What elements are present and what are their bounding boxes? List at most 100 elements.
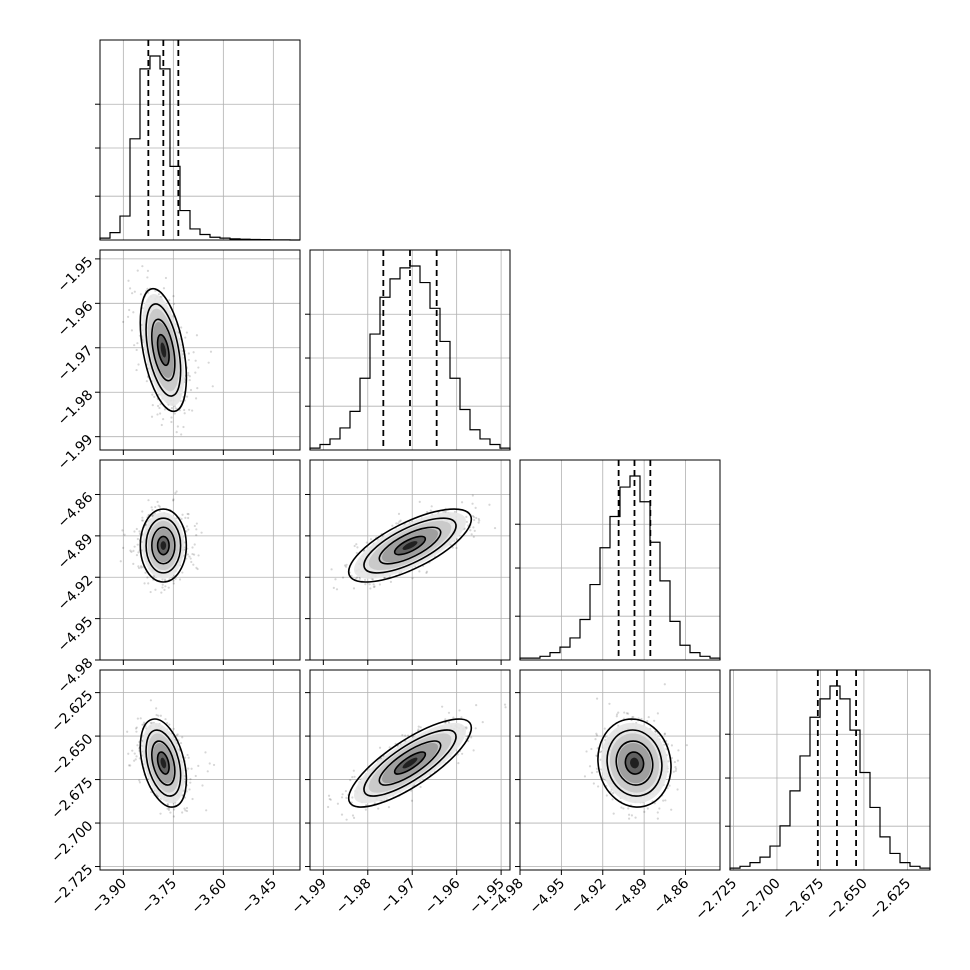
scatter-point [128,308,131,312]
scatter-point [182,425,185,429]
scatter-point [185,806,189,810]
scatter-point [181,513,184,516]
panel-content [520,670,720,870]
scatter-point [200,531,203,534]
scatter-point [206,770,209,773]
scatter-point [488,503,491,506]
scatter-point [158,509,161,513]
scatter-point [504,706,507,709]
scatter-point [172,579,175,582]
scatter-point [343,564,347,567]
scatter-point [351,814,355,817]
scatter-point [195,528,198,531]
scatter-panel-2-3 [515,669,721,875]
panel-frame [309,669,511,871]
scatter-point [181,811,184,814]
scatter-point [163,578,167,581]
scatter-point [195,334,199,337]
scatter-point [130,329,134,332]
scatter-point [122,546,125,549]
scatter-point [447,711,451,714]
scatter-point [377,807,380,810]
scatter-point [153,395,156,398]
scatter-point [155,707,158,710]
scatter-point [129,764,132,767]
scatter-point [387,806,391,809]
scatter-point [190,560,193,564]
scatter-point [191,546,194,549]
scatter-point [455,538,459,541]
panel-content [310,670,510,870]
scatter-point [441,705,444,708]
scatter-point [193,543,196,546]
scatter-point [180,326,183,329]
contour-line [378,526,442,565]
scatter-point [146,576,149,579]
scatter-point [583,775,587,778]
scatter-point [156,404,160,408]
scatter-point [170,407,174,410]
scatter-point [189,557,192,560]
scatter-point [186,512,189,516]
contour-line [145,517,182,574]
scatter-point [128,287,132,290]
scatter-point [328,797,331,801]
scatter-point [139,565,143,568]
scatter-point [474,727,477,730]
histogram-step [519,475,721,660]
panel-frame [99,39,301,241]
scatter-point [131,292,134,295]
scatter-point [356,546,359,549]
panel-content [100,460,300,660]
histogram-step [729,685,931,870]
density-fill [402,757,418,769]
scatter-point [123,533,126,536]
scatter-point [647,715,650,719]
scatter-point [430,505,433,508]
scatter-point [187,371,190,375]
scatter-point [176,733,179,736]
scatter-point [201,784,204,787]
scatter-point [603,727,606,730]
scatter-point [141,519,145,522]
scatter-point [166,802,169,806]
scatter-point [133,530,136,533]
scatter-point [166,803,170,806]
scatter-point [355,576,359,579]
scatter-point [419,785,422,789]
scatter-point [191,552,194,556]
scatter-point [133,752,136,755]
scatter-point [175,734,178,737]
scatter-point [340,796,344,799]
scatter-point [335,588,339,591]
scatter-point [185,331,189,334]
scatter-point [451,546,454,549]
scatter-point [345,818,348,821]
scatter-point [398,520,401,523]
scatter-point [135,368,138,372]
scatter-point [411,577,414,580]
scatter-point [139,293,143,296]
scatter-point [184,516,187,519]
scatter-point [133,290,136,293]
scatter-point [595,770,599,773]
scatter-point [127,764,131,767]
scatter-point [163,408,167,411]
scatter-point [418,500,421,503]
scatter-point [329,798,332,801]
scatter-panel-0-3 [95,669,301,875]
scatter-point [425,510,429,514]
scatter-point [378,583,381,586]
scatter-point [154,588,157,591]
scatter-point [351,776,354,779]
scatter-point [134,727,138,730]
scatter-point [334,578,337,581]
scatter-point [188,555,191,558]
scatter-point [188,408,191,411]
scatter-point [471,494,474,497]
scatter-point [140,566,143,569]
contour-line [139,508,188,583]
scatter-point [611,798,614,801]
scatter-point [364,808,367,811]
scatter-point [465,515,468,518]
